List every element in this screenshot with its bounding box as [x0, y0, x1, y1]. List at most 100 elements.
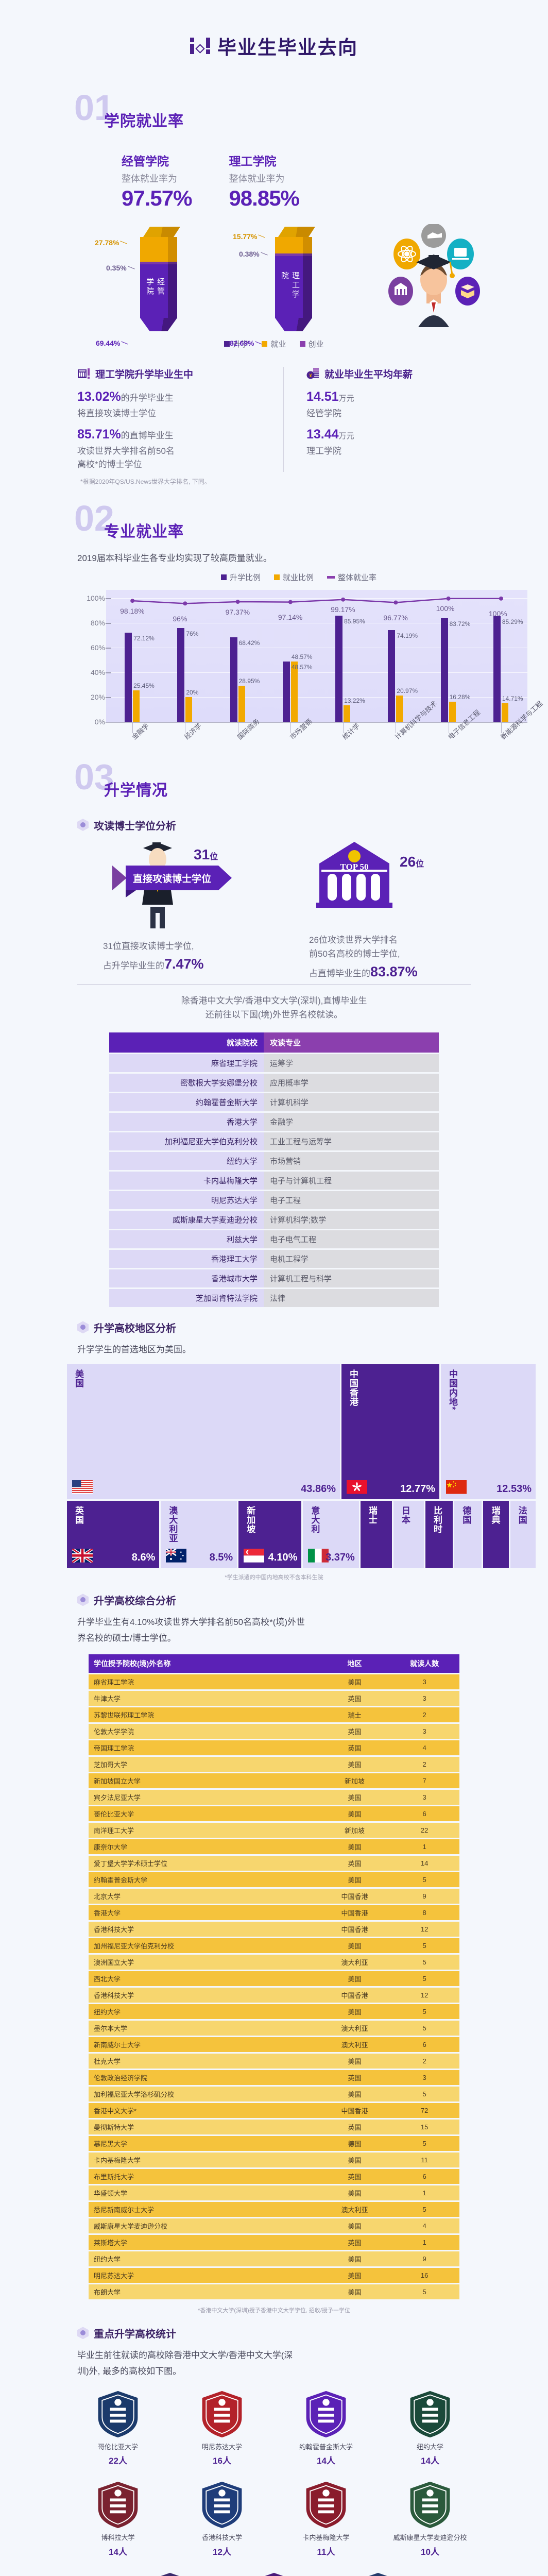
- cell-major: 市场营销: [264, 1151, 439, 1170]
- cell-school: 香港科技大学: [89, 1921, 320, 1937]
- col-header-count: 就读人数: [389, 1654, 459, 1673]
- overall-rate-line: [130, 596, 503, 605]
- cell-school: 牛津大学: [89, 1690, 320, 1706]
- phd-text-3: 的直博毕业生: [121, 431, 174, 441]
- college-stat-label: 整体就业率为: [122, 174, 177, 184]
- section-01-title: 学院就业率: [104, 113, 184, 130]
- highlight-blocks: 理工学院升学毕业生中 13.02%的升学毕业生 将直接攻读博士学位 85.71%…: [77, 367, 517, 472]
- bar-value-label: 20.97%: [397, 687, 418, 695]
- phd-desc-line2: 占升学毕业生的: [103, 960, 164, 971]
- cell-region: 美国: [319, 2284, 390, 2299]
- bar-value-label: 74.19%: [397, 632, 418, 640]
- table-row: 明尼苏达大学 美国 16: [89, 2267, 459, 2283]
- bar-study-ratio: [177, 628, 185, 722]
- section-college-employment: 01 学院就业率 经管学院 整体就业率为 97.57% 理工学院 整体就业率为 …: [0, 90, 548, 486]
- x-tick: [501, 722, 502, 733]
- cell-school: 芝加哥肯特法学院: [109, 1289, 264, 1307]
- cell-school: 新南威尔士大学: [89, 2037, 320, 2052]
- cell-school: 威斯康星大学麦迪逊分校: [109, 1210, 264, 1229]
- table-row: 加利福尼亚大学洛杉矶分校 美国 5: [89, 2086, 459, 2102]
- cell-school: 莱斯塔大学: [89, 2234, 320, 2250]
- university-count: 10人: [421, 2547, 439, 2557]
- bar-employment-ratio: [396, 696, 403, 722]
- cell-major: 工业工程与运筹学: [264, 1132, 439, 1150]
- phd-direct-block: 直接攻读博士学位 31位 31位直接攻读博士学位, 占升学毕业生的7.47%: [103, 840, 273, 975]
- university-card: 明尼苏达大学 16人: [179, 2389, 265, 2467]
- cell-major: 应用概率学: [264, 1073, 439, 1092]
- university-name: 纽约大学: [416, 2443, 443, 2451]
- subsection-schools: 升学高校综合分析: [77, 1592, 517, 1607]
- pct-engineering-study: 82.69%: [230, 339, 254, 347]
- cell-school: 约翰霍普金斯大学: [109, 1093, 264, 1111]
- bar-study-ratio: [493, 616, 501, 722]
- x-tick: [290, 722, 291, 733]
- cell-count: 5: [389, 1872, 459, 1887]
- table-row: 新南威尔士大学 澳大利亚 6: [89, 2037, 459, 2052]
- bar-value-label: 28.95%: [238, 677, 260, 685]
- cell-school: 香港中文大学*: [89, 2103, 320, 2118]
- table-row: [282, 662, 298, 722]
- cell-region: 瑞士: [319, 1707, 390, 1722]
- gridline: [106, 672, 527, 673]
- table-row: 杜克大学 美国 2: [89, 2053, 459, 2069]
- x-axis: [106, 721, 527, 723]
- university-count: 14人: [109, 2547, 127, 2557]
- section-03-heading: 03 升学情况: [31, 759, 517, 806]
- salary-unit-1: 万元: [338, 394, 354, 403]
- treemap-cell-value: 8.6%: [131, 1551, 156, 1563]
- bar-employment-ratio: [238, 686, 245, 722]
- cell-school: 哥伦比亚大学: [89, 1806, 320, 1821]
- table-row: 哥伦比亚大学 美国 6: [89, 1806, 459, 1821]
- legend-label: 就业: [270, 340, 286, 349]
- table-row: 帝国理工学院 英国 4: [89, 1740, 459, 1755]
- cell-school: 明尼苏达大学: [109, 1191, 264, 1209]
- cell-region: 中国香港: [319, 1888, 390, 1904]
- cell-count: 15: [389, 2119, 459, 2134]
- bar-employment-ratio: [344, 705, 351, 722]
- graduate-illustration-icon: [388, 224, 480, 327]
- treemap-cell-value: 4.10%: [268, 1551, 298, 1563]
- coin-icon: ¥: [306, 368, 319, 379]
- bar-employment-ratio: [501, 703, 508, 722]
- treemap-cell-label: 比利时: [432, 1505, 442, 1534]
- treemap-cell-label: 澳大利亚: [167, 1505, 178, 1543]
- treemap-cell-value: 12.53%: [496, 1483, 532, 1495]
- cell-count: 22: [389, 1822, 459, 1838]
- table-row: 墨尔本大学 澳大利亚 5: [89, 2020, 459, 2036]
- section-school-analysis: 升学高校综合分析 升学毕业生有4.10%攻读世界大学排名前50名高校*(境)外世…: [0, 1592, 548, 2314]
- subsection-title: 攻读博士学位分析: [94, 820, 176, 832]
- cell-count: 1: [389, 2234, 459, 2250]
- cell-school: 香港大学: [109, 1112, 264, 1131]
- cell-region: 英国: [319, 2070, 390, 2085]
- table-row: 北京大学 中国香港 9: [89, 1888, 459, 1904]
- cell-region: 英国: [319, 2119, 390, 2134]
- bar-top-face: [143, 227, 180, 237]
- hk-flag: [347, 1480, 367, 1494]
- cell-major: 计算机工程与科学: [264, 1269, 439, 1287]
- cell-major: 电子工程: [264, 1191, 439, 1209]
- university-count: 22人: [109, 2456, 127, 2466]
- schools-note: *香港中文大学(深圳)授予香港中文大学学位, 招收/授予一学位: [198, 2307, 350, 2314]
- bar-value-label: 48.57%: [291, 653, 313, 661]
- college-name: 理工学院: [229, 155, 277, 168]
- treemap-cell-se: 瑞典: [483, 1500, 509, 1568]
- x-tick: [132, 722, 133, 733]
- table-row: 新加坡国立大学 新加坡 7: [89, 1773, 459, 1788]
- y-axis-tick: 20%: [67, 693, 111, 701]
- col-header-school: 学位授予院校(境)外名称: [89, 1654, 320, 1673]
- treemap-cell-uk: 英国 8.6%: [67, 1500, 160, 1568]
- cell-school: 卡内基梅隆大学: [89, 2152, 320, 2167]
- table-row: 南洋理工大学 新加坡 22: [89, 1822, 459, 1838]
- cell-major: 法律: [264, 1289, 439, 1307]
- bar-value-label: 20%: [186, 688, 199, 696]
- university-card: 博科拉大学 14人: [75, 2480, 161, 2557]
- table-row: [125, 632, 140, 722]
- bar-segment-startup: [140, 262, 177, 264]
- university-building-icon: TOP 50 26位: [316, 841, 424, 908]
- top50-count: 26位: [400, 854, 424, 870]
- cell-school: 伦敦政治经济学院: [89, 2070, 320, 2085]
- cell-region: 澳大利亚: [319, 2020, 390, 2036]
- university-card: 香港科技大学 12人: [179, 2480, 265, 2557]
- cell-school: 布朗大学: [89, 2284, 320, 2299]
- cell-school: 墨尔本大学: [89, 2020, 320, 2036]
